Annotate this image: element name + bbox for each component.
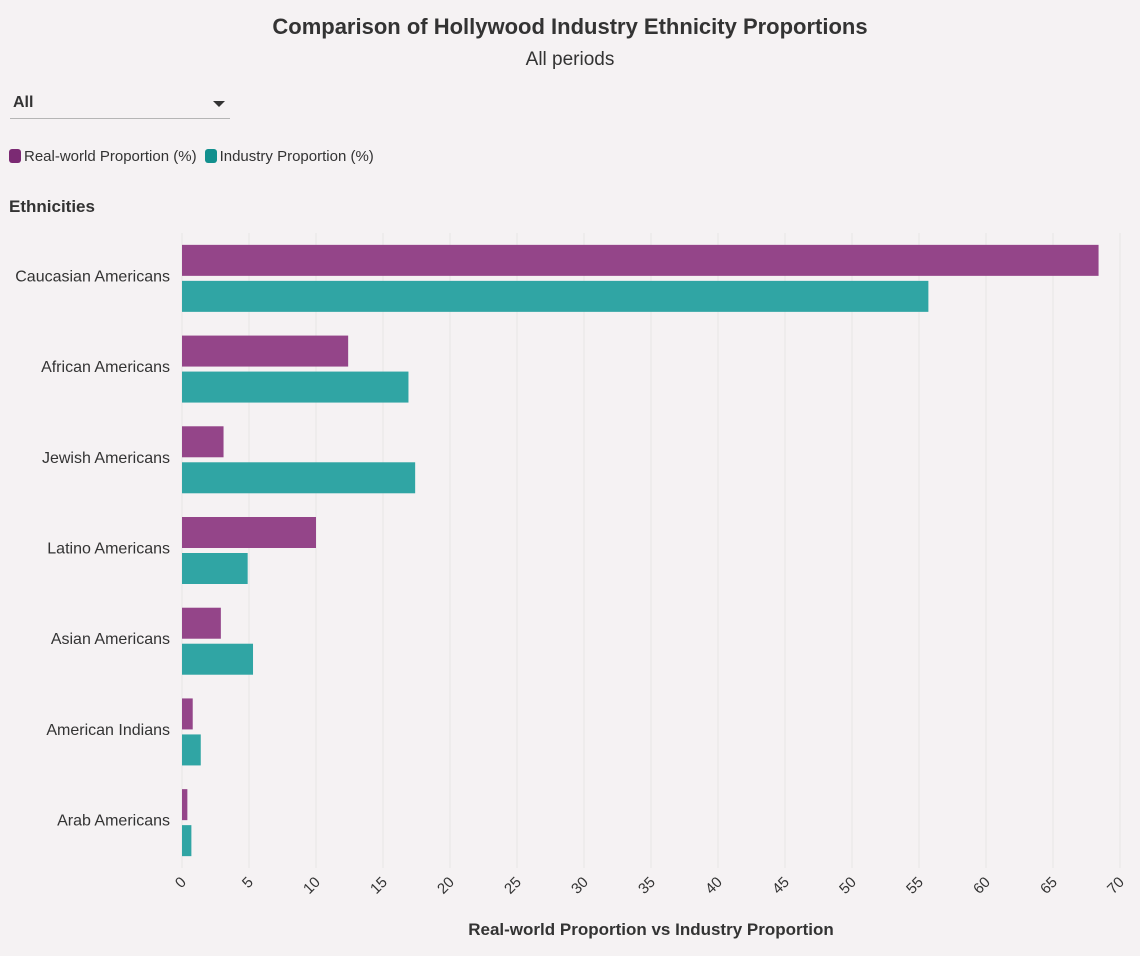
bar-industry[interactable] <box>182 643 254 675</box>
bar-real-world[interactable] <box>182 335 349 367</box>
legend-item-industry[interactable]: Industry Proportion (%) <box>204 147 374 165</box>
bar-real-world[interactable] <box>182 698 193 730</box>
x-tick-label: 25 <box>501 874 525 898</box>
x-tick-label: 55 <box>903 874 927 898</box>
x-tick-label: 35 <box>635 874 659 898</box>
bars <box>182 244 1099 857</box>
bar-industry[interactable] <box>182 462 416 494</box>
chart-title: Comparison of Hollywood Industry Ethnici… <box>272 14 868 39</box>
legend-swatch-real-world <box>9 149 21 163</box>
bar-real-world[interactable] <box>182 607 221 639</box>
x-tick-label: 60 <box>970 874 994 898</box>
bar-real-world[interactable] <box>182 517 316 548</box>
x-tick-label: 40 <box>702 874 726 898</box>
bar-industry[interactable] <box>182 280 929 312</box>
bar-industry[interactable] <box>182 371 409 403</box>
x-tick-label: 20 <box>434 874 458 898</box>
x-tick-labels: 0 5 10 15 20 25 30 35 40 45 50 55 60 65 70 <box>172 874 1128 898</box>
bar-industry[interactable] <box>182 825 192 857</box>
bar-real-world[interactable] <box>182 789 188 821</box>
bar-industry[interactable] <box>182 734 201 766</box>
x-tick-label: 0 <box>172 874 190 892</box>
category-label: Jewish Americans <box>42 450 170 467</box>
x-tick-label: 10 <box>300 874 324 898</box>
bar-real-world[interactable] <box>182 426 224 458</box>
category-label: African Americans <box>41 359 170 376</box>
caret-down-icon <box>213 101 225 107</box>
x-tick-label: 65 <box>1037 874 1061 898</box>
x-axis-title: Real-world Proportion vs Industry Propor… <box>468 920 834 939</box>
y-axis-title: Ethnicities <box>9 197 95 216</box>
x-tick-label: 15 <box>367 874 391 898</box>
chart-subtitle: All periods <box>525 49 615 70</box>
bar-real-world[interactable] <box>182 244 1099 276</box>
category-label: Latino Americans <box>47 541 170 558</box>
legend-label-real-world: Real-world Proportion (%) <box>24 147 197 165</box>
x-tick-label: 50 <box>836 874 860 898</box>
x-tick-label: 5 <box>239 874 257 892</box>
category-label: Caucasian Americans <box>15 268 170 285</box>
grid-lines <box>181 233 1121 868</box>
legend-label-industry: Industry Proportion (%) <box>219 147 374 165</box>
x-tick-label: 70 <box>1104 874 1128 898</box>
x-tick-label: 45 <box>769 874 793 898</box>
category-label: American Indians <box>46 722 170 739</box>
x-tick-label: 30 <box>568 874 592 898</box>
category-label: Asian Americans <box>51 631 170 648</box>
bar-industry[interactable] <box>182 553 248 584</box>
category-label: Arab Americans <box>57 813 170 830</box>
period-filter-value: All <box>13 94 34 111</box>
legend: Real-world Proportion (%) Industry Propo… <box>9 146 382 166</box>
legend-swatch-industry <box>204 149 217 163</box>
period-filter-dropdown[interactable]: All <box>10 90 230 119</box>
legend-item-real-world[interactable]: Real-world Proportion (%) <box>9 148 197 165</box>
category-labels: Caucasian Americans African Americans Jewi… <box>15 268 170 829</box>
